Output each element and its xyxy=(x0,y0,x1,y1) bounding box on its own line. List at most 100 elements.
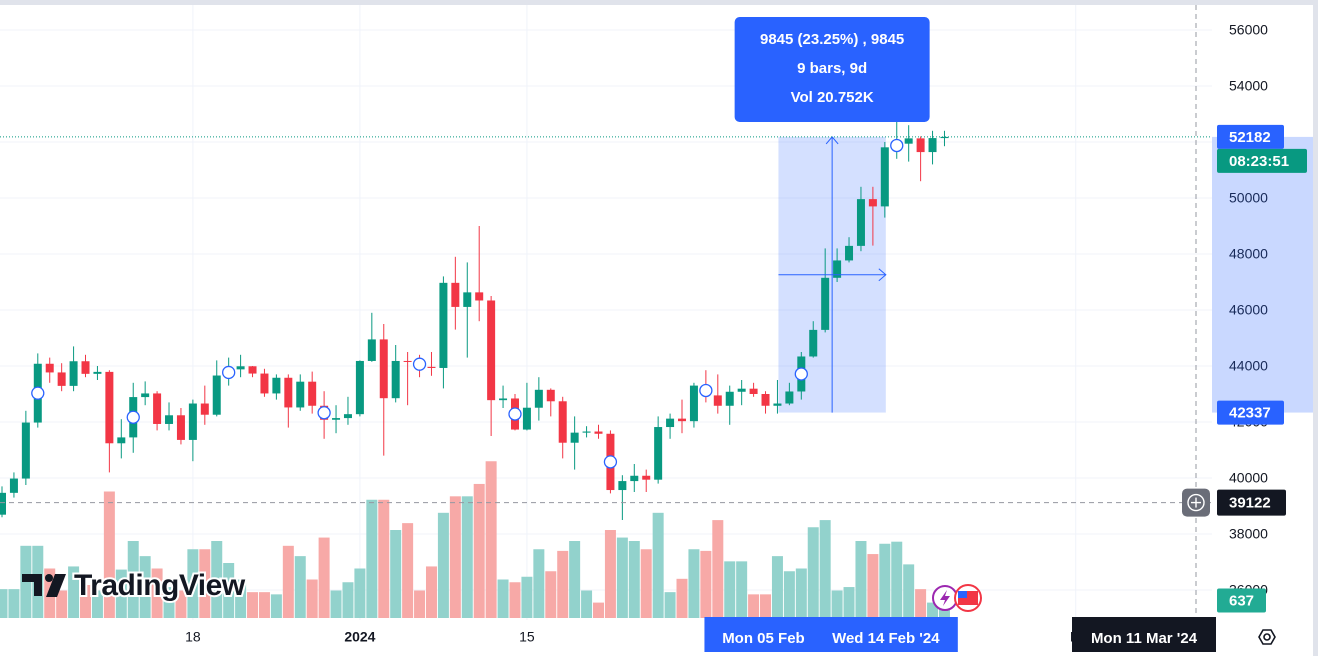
countdown-box xyxy=(1217,148,1307,173)
candle-body xyxy=(594,431,603,434)
logo-mark xyxy=(45,574,53,582)
volume-bar xyxy=(640,549,652,618)
volume-bar xyxy=(127,541,139,618)
volume-bar xyxy=(927,602,939,618)
candle-body xyxy=(904,138,913,144)
event-marker[interactable] xyxy=(222,365,236,380)
event-marker[interactable] xyxy=(31,386,45,400)
volume-bar xyxy=(223,563,235,618)
candle-body xyxy=(200,403,209,415)
volume-bar xyxy=(628,541,640,618)
price-axis-panel xyxy=(1212,5,1313,620)
event-marker[interactable] xyxy=(126,410,140,424)
volume-bar xyxy=(187,549,199,618)
tag-layer: 52182 08:23:51 42337 39122 637 Mon 05 Feb Wed … xyxy=(704,17,1313,652)
logo-mark xyxy=(34,574,42,596)
candle-body xyxy=(272,377,281,394)
volume-bar xyxy=(175,590,187,618)
candle-body xyxy=(630,475,639,482)
volume-bar xyxy=(258,592,270,618)
crosshair-price-tag-box xyxy=(1217,489,1286,516)
candle-body xyxy=(761,394,770,406)
event-marker[interactable] xyxy=(412,357,427,371)
volume-bar xyxy=(115,569,127,618)
volume-bar xyxy=(915,589,927,618)
last-volume-tag-box xyxy=(1217,588,1266,613)
y-tick-label: 56000 xyxy=(1229,22,1268,38)
candle-body xyxy=(916,138,925,153)
measure-arrowhead xyxy=(878,268,887,282)
candle-body xyxy=(45,363,54,373)
measure-end-date: Wed 14 Feb '24 xyxy=(832,630,940,647)
settings-icon[interactable] xyxy=(1258,629,1276,645)
candle-body xyxy=(928,138,937,153)
candle-body xyxy=(451,282,460,307)
volume-bar xyxy=(521,576,533,618)
candle-body xyxy=(534,389,543,408)
last-price-tag: 52182 xyxy=(1229,129,1271,146)
candle-body xyxy=(9,478,18,493)
event-marker[interactable] xyxy=(508,407,522,421)
overlay-layer xyxy=(0,5,1212,620)
measure-volume: Vol 20.752K xyxy=(791,89,874,106)
volume-bar xyxy=(151,568,163,618)
candle-body xyxy=(749,388,758,394)
candle-body xyxy=(260,373,269,394)
volume-bar xyxy=(449,496,461,618)
volume-bar xyxy=(700,550,712,618)
candle-body xyxy=(355,360,364,415)
volume-bar xyxy=(103,491,115,618)
logo: TradingView xyxy=(22,567,248,604)
event-marker[interactable] xyxy=(794,367,808,381)
candle-body xyxy=(678,418,687,422)
candle-body xyxy=(833,260,842,278)
y-tick-label: 48000 xyxy=(1229,246,1268,262)
volume-bar xyxy=(783,571,795,618)
candle-body xyxy=(296,381,305,408)
measure-time-box xyxy=(704,617,958,652)
settings-button[interactable] xyxy=(1258,629,1276,645)
candle-body xyxy=(176,415,185,440)
event-marker[interactable] xyxy=(603,455,618,469)
candle-body xyxy=(546,389,555,402)
candle-body xyxy=(332,418,341,420)
volume-bar xyxy=(402,523,414,618)
candle-body xyxy=(725,391,734,406)
volume-bar xyxy=(211,541,223,618)
countdown: 08:23:51 xyxy=(1229,153,1289,170)
volume-bar xyxy=(557,550,569,618)
volume-bar xyxy=(676,578,688,618)
candle-body xyxy=(141,393,150,398)
last-price-tag-box xyxy=(1217,124,1284,149)
candle-body xyxy=(308,381,317,406)
candle-body xyxy=(856,199,865,246)
volume-bar xyxy=(664,592,676,618)
volume-bar xyxy=(724,561,736,618)
volume-bar xyxy=(867,554,879,618)
event-icons xyxy=(932,584,982,612)
volume-bar xyxy=(593,602,604,618)
candle-body xyxy=(21,422,30,479)
volume-bar xyxy=(425,566,437,618)
event-marker[interactable] xyxy=(699,383,713,398)
x-tick-label: 15 xyxy=(519,629,535,645)
event-marker[interactable] xyxy=(890,138,904,153)
candle-body xyxy=(642,475,651,480)
volume-bar xyxy=(270,594,282,618)
crosshair-price-tag: 39122 xyxy=(1229,495,1271,512)
last-volume-tag: 637 xyxy=(1229,592,1254,609)
volume-bar xyxy=(616,537,628,618)
candle-body xyxy=(654,427,663,480)
candle-body xyxy=(69,361,78,386)
event-marker[interactable] xyxy=(317,406,331,420)
candle-body xyxy=(809,329,818,357)
volume-bar xyxy=(533,549,545,618)
volume-bar xyxy=(68,566,80,618)
candle-body xyxy=(236,366,245,370)
candle-body xyxy=(81,361,90,374)
volume-bar xyxy=(771,556,783,618)
candle-body xyxy=(499,398,508,401)
x-tick-label: 18 xyxy=(185,629,201,645)
candle-body xyxy=(379,339,388,399)
candle-body xyxy=(343,414,352,419)
